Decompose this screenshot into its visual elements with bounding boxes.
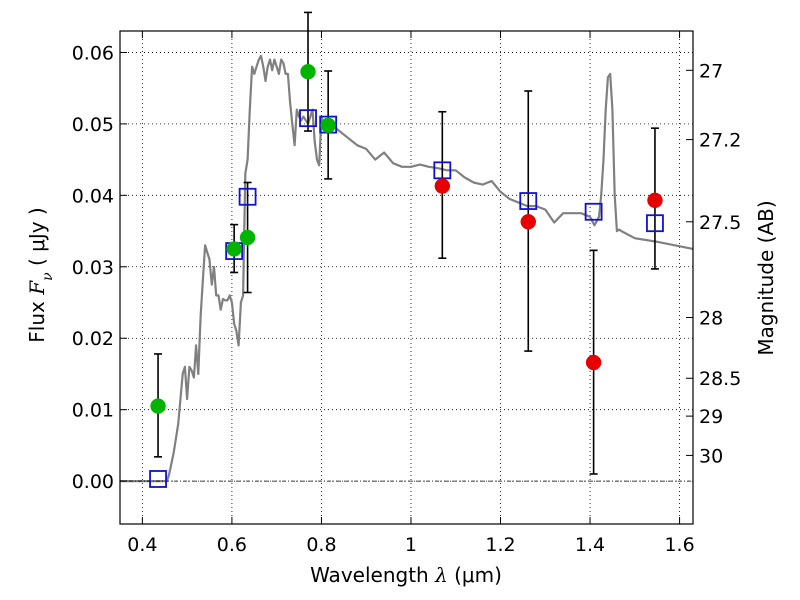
y2-axis-label: Magnitude (AB) — [754, 200, 778, 355]
observed-flux-point — [150, 398, 166, 414]
y-tick-label: 0.06 — [72, 42, 114, 64]
y2-tick-label: 27.5 — [699, 212, 741, 234]
y-tick-label: 0.03 — [72, 257, 114, 279]
y2-tick-label: 27.2 — [699, 130, 741, 152]
observed-flux-point — [585, 354, 602, 371]
y2-tick-labels: 27 27.2 27.5 28 28.5 29 30 — [699, 60, 741, 467]
observed-flux-point — [520, 214, 537, 230]
y2-tick-label: 30 — [699, 445, 723, 467]
model-square-marker — [584, 202, 603, 221]
x-tick-label: 0.4 — [127, 534, 157, 556]
x-tick-labels: 0.4 0.6 0.8 1 1.2 1.4 1.6 — [127, 534, 694, 556]
plot-frame — [119, 30, 694, 525]
model-square-marker — [299, 109, 317, 128]
y-axis-label: Flux Fν ( μJy ) — [25, 207, 56, 342]
model-square-marker — [646, 214, 664, 233]
data-markers — [149, 63, 664, 488]
y-tick-label: 0.02 — [72, 328, 114, 350]
model-square-marker — [519, 192, 538, 210]
model-square-marker — [149, 470, 167, 488]
x-axis-label: Wavelength λ (μm) — [310, 563, 502, 587]
observed-flux-point — [647, 192, 663, 209]
model-spectrum — [120, 54, 694, 483]
axis-ticks — [120, 31, 693, 524]
y-tick-labels: 0.00 0.01 0.02 0.03 0.04 0.05 0.06 — [72, 42, 114, 493]
observed-flux-point — [239, 229, 256, 246]
y-tick-label: 0.05 — [72, 114, 114, 136]
x-tick-label: 1 — [405, 534, 417, 556]
y2-tick-label: 28.5 — [699, 368, 741, 390]
x-tick-label: 0.6 — [217, 534, 247, 556]
y-tick-label: 0.00 — [72, 471, 114, 493]
y2-tick-label: 29 — [699, 406, 723, 428]
x-tick-label: 1.2 — [485, 534, 515, 556]
y-tick-label: 0.04 — [72, 185, 114, 207]
observed-flux-point — [226, 241, 242, 257]
x-tick-label: 1.6 — [664, 534, 694, 556]
y-tick-label: 0.01 — [72, 400, 114, 422]
model-spectrum-line — [120, 54, 694, 483]
y2-tick-label: 27 — [699, 60, 723, 82]
observed-flux-point — [434, 178, 451, 194]
x-tick-label: 1.4 — [575, 534, 605, 556]
x-tick-label: 0.8 — [306, 534, 336, 556]
observed-flux-point — [300, 63, 316, 80]
model-square-marker — [238, 187, 257, 206]
y2-tick-label: 28 — [699, 308, 723, 330]
observed-flux-point — [320, 117, 336, 134]
